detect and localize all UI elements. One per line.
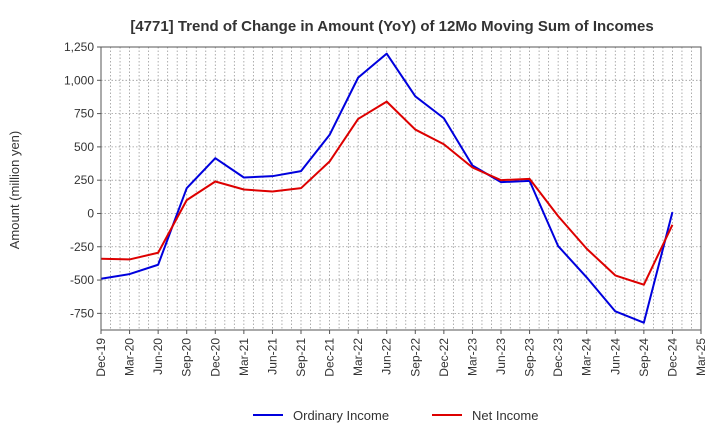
series-layer — [100, 52, 674, 324]
plot-background — [101, 47, 701, 330]
y-axis-label: Amount (million yen) — [7, 131, 22, 250]
x-tick-label: Dec-21 — [323, 338, 337, 377]
legend: Ordinary Income Net Income — [253, 408, 538, 423]
x-tick-label: Sep-22 — [408, 338, 422, 377]
x-tick-label: Mar-20 — [123, 338, 137, 376]
x-tick-label: Jun-21 — [265, 338, 279, 375]
x-tick-label: Jun-23 — [494, 338, 508, 375]
plot-area — [101, 47, 701, 330]
y-tick-label: 500 — [74, 140, 94, 154]
net-income-line — [100, 100, 674, 286]
y-tick-label: 1,000 — [64, 73, 94, 87]
y-tick-label: 0 — [87, 206, 94, 220]
y-tick-labels: -750 -500 -250 0 250 500 750 1,000 1,250 — [64, 40, 94, 320]
plot-frame — [100, 46, 702, 331]
x-tick-label: Dec-20 — [208, 338, 222, 377]
y-tick-label: 750 — [74, 107, 94, 121]
x-tick-label: Dec-23 — [551, 338, 565, 377]
legend-label-net-income: Net Income — [472, 408, 538, 423]
axes — [97, 46, 702, 334]
x-tick-label: Sep-21 — [294, 338, 308, 377]
x-tick-label: Jun-24 — [608, 338, 622, 375]
x-tick-label: Mar-22 — [351, 338, 365, 376]
x-tick-label: Mar-23 — [465, 338, 479, 376]
x-tick-label: Mar-24 — [580, 338, 594, 376]
x-tick-label: Dec-19 — [94, 338, 108, 377]
y-tick-label: -250 — [70, 240, 94, 254]
y-tick-label: -750 — [70, 306, 94, 320]
legend-label-ordinary-income: Ordinary Income — [293, 408, 389, 423]
ordinary-income-line — [100, 52, 674, 324]
x-tick-label: Jun-22 — [380, 338, 394, 375]
y-tick-label: -500 — [70, 273, 94, 287]
x-tick-labels: Dec-19 Mar-20 Jun-20 Sep-20 Dec-20 Mar-21 Jun-… — [94, 338, 708, 377]
x-tick-label: Mar-21 — [237, 338, 251, 376]
x-tick-label: Mar-25 — [694, 338, 708, 376]
x-tick-label: Sep-24 — [637, 338, 651, 377]
y-tick-label: 1,250 — [64, 40, 94, 54]
chart-title: [4771] Trend of Change in Amount (YoY) o… — [130, 18, 653, 35]
x-tick-label: Sep-23 — [523, 338, 537, 377]
x-tick-label: Jun-20 — [151, 338, 165, 375]
x-tick-label: Sep-20 — [180, 338, 194, 377]
x-tick-label: Dec-22 — [437, 338, 451, 377]
x-tick-label: Dec-24 — [665, 338, 679, 377]
y-tick-label: 250 — [74, 173, 94, 187]
